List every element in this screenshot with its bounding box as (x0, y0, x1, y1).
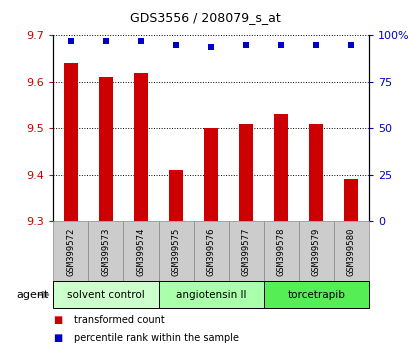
Bar (228, 221, 263, 281)
Point (207, 44, 214, 49)
Text: percentile rank within the sample: percentile rank within the sample (74, 333, 238, 343)
Text: GSM399572: GSM399572 (66, 227, 75, 275)
Bar (53, 281, 158, 308)
Point (347, 42, 354, 47)
Bar (158, 281, 263, 308)
Text: GSM399575: GSM399575 (171, 227, 180, 275)
Text: GSM399578: GSM399578 (276, 227, 285, 275)
Point (137, 38, 144, 44)
Bar (309, 124, 323, 221)
Point (243, 42, 249, 47)
Text: GSM399574: GSM399574 (136, 227, 145, 275)
Text: GSM399573: GSM399573 (101, 227, 110, 275)
Point (172, 42, 179, 47)
Bar (274, 114, 288, 221)
Bar (88, 221, 123, 281)
Text: ■: ■ (53, 315, 63, 325)
Point (102, 38, 109, 44)
Bar (123, 221, 158, 281)
Text: agent: agent (17, 290, 49, 300)
Point (67, 38, 74, 44)
Text: GDS3556 / 208079_s_at: GDS3556 / 208079_s_at (129, 11, 280, 24)
Text: GSM399580: GSM399580 (346, 227, 355, 275)
Text: GSM399576: GSM399576 (206, 227, 215, 275)
Text: GSM399577: GSM399577 (241, 227, 250, 275)
Bar (263, 221, 298, 281)
Text: solvent control: solvent control (67, 290, 144, 300)
Bar (333, 221, 368, 281)
Bar (193, 221, 228, 281)
Text: transformed count: transformed count (74, 315, 164, 325)
Point (277, 42, 284, 47)
Text: angiotensin II: angiotensin II (175, 290, 246, 300)
Text: ■: ■ (53, 333, 63, 343)
Bar (53, 221, 88, 281)
Text: torcetrapib: torcetrapib (287, 290, 344, 300)
Bar (158, 221, 193, 281)
Bar (169, 170, 183, 221)
Bar (204, 128, 218, 221)
Bar (134, 73, 148, 221)
Bar (64, 63, 78, 221)
Bar (99, 77, 112, 221)
Text: GSM399579: GSM399579 (311, 227, 320, 275)
Bar (344, 179, 357, 221)
Bar (298, 221, 333, 281)
Bar (263, 281, 368, 308)
Bar (238, 124, 253, 221)
Point (312, 42, 319, 47)
